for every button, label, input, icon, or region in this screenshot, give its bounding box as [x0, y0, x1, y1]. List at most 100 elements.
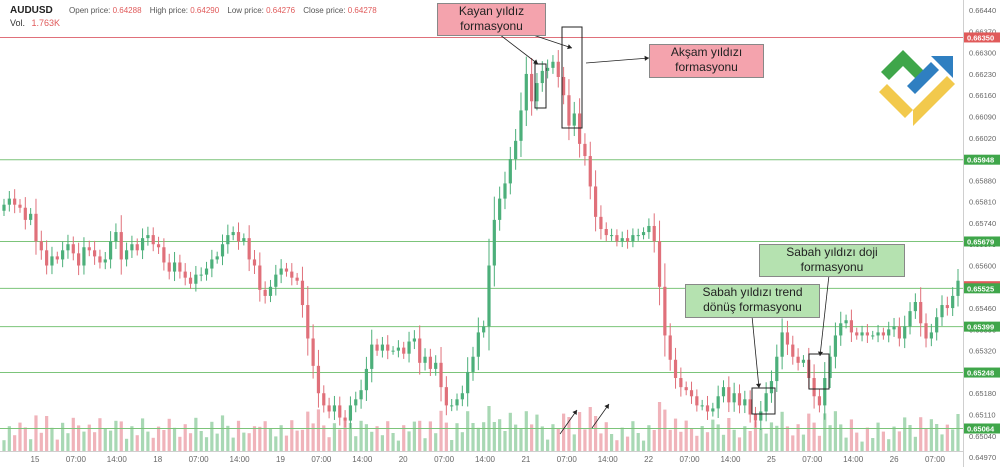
- candle-body: [13, 198, 17, 205]
- callout-line: dönüş formasyonu: [703, 300, 802, 314]
- candle-body: [364, 368, 369, 391]
- time-tick-label: 18: [153, 455, 162, 464]
- volume-bar: [668, 429, 672, 451]
- candle-body: [583, 143, 587, 157]
- callout-sabah-yildizi-doji: Sabah yıldızı doji formasyonu: [759, 244, 905, 277]
- volume-bar: [929, 419, 933, 451]
- candle-body: [140, 238, 145, 251]
- candle-body: [247, 238, 251, 260]
- candle-body: [593, 186, 598, 217]
- candle-body: [300, 280, 305, 306]
- volume-bar: [18, 422, 22, 451]
- volume-bar: [428, 421, 432, 451]
- candle-body: [348, 405, 353, 421]
- volume-bar: [39, 432, 43, 451]
- pattern-box: [808, 353, 830, 390]
- time-tick-label: 07:00: [680, 455, 701, 464]
- volume-bar: [743, 426, 747, 451]
- price-header: AUDUSD Open price: 0.64288 High price: 0…: [10, 5, 377, 16]
- volume-bar: [444, 422, 448, 451]
- price-tick-label: 0.66440: [969, 6, 996, 15]
- candle-body: [98, 256, 102, 263]
- candle-body: [50, 256, 54, 266]
- volume-bar: [455, 423, 459, 451]
- volume-bar: [636, 433, 640, 451]
- volume-bar: [124, 438, 129, 451]
- volume-bar: [194, 417, 198, 451]
- time-tick-label: 20: [399, 455, 408, 464]
- volume-bar: [103, 428, 107, 451]
- candle-body: [199, 274, 203, 276]
- candle-body: [93, 250, 97, 257]
- volume-bar: [535, 414, 539, 451]
- volume-bar: [311, 423, 315, 451]
- candle-body: [492, 219, 496, 266]
- price-tick-label: 0.64970: [969, 453, 996, 462]
- volume-bar: [588, 407, 592, 451]
- arrow-head: [604, 404, 609, 409]
- volume-bar: [460, 432, 464, 451]
- candle-body: [455, 399, 459, 406]
- callout-line: Kayan yıldız: [458, 4, 525, 18]
- volume-bar: [130, 426, 134, 451]
- candle-body: [705, 405, 710, 412]
- high-value: 0.64290: [190, 6, 220, 15]
- candle-body: [519, 110, 523, 141]
- high-label: High price:: [149, 6, 189, 15]
- callout-line: formasyonu: [800, 260, 864, 274]
- price-badge-label: 0.65399: [967, 323, 994, 332]
- volume-bar: [764, 433, 768, 451]
- volume-bar: [338, 429, 342, 451]
- time-tick-label: 14:00: [230, 455, 251, 464]
- volume-bar: [823, 413, 827, 451]
- volume-bar: [34, 415, 38, 451]
- volume-bar: [343, 419, 347, 451]
- symbol-label[interactable]: AUDUSD: [10, 5, 53, 16]
- volume-bar: [471, 423, 475, 451]
- candle-body: [204, 268, 209, 275]
- time-tick-label: 15: [31, 455, 40, 464]
- candle-body: [732, 393, 736, 403]
- volume-bar: [279, 425, 283, 451]
- time-tick-label: 25: [767, 455, 776, 464]
- volume-bar: [641, 440, 646, 451]
- candle-body: [231, 232, 235, 236]
- candle-body: [625, 238, 630, 242]
- candle-body: [466, 371, 470, 394]
- candle-body: [695, 396, 699, 406]
- volume-bar: [263, 421, 267, 451]
- volume-bar: [940, 434, 944, 451]
- candle-body: [668, 335, 672, 360]
- candle-body: [87, 247, 91, 251]
- volume-bar: [785, 426, 790, 451]
- price-tick-label: 0.65740: [969, 219, 996, 228]
- candle-body: [444, 387, 448, 406]
- volume-bar: [354, 436, 358, 451]
- volume-bar: [135, 435, 139, 451]
- price-badge-label: 0.65679: [967, 237, 994, 246]
- volume-bar: [919, 417, 923, 451]
- callout-line: Sabah yıldızı doji: [786, 245, 878, 259]
- volume-bar: [82, 431, 86, 451]
- candle-body: [380, 344, 385, 351]
- candle-body: [700, 405, 704, 407]
- volume-bar: [705, 432, 710, 451]
- candle-body: [604, 229, 608, 236]
- candle-body: [55, 256, 59, 260]
- candle-body: [450, 405, 454, 407]
- volume-bar: [546, 439, 550, 451]
- volume-bar: [295, 430, 299, 451]
- volume-bar: [609, 434, 614, 451]
- volume-bar: [780, 411, 784, 451]
- candle-body: [263, 289, 267, 296]
- candle-body: [540, 70, 544, 84]
- candle-body: [913, 302, 917, 312]
- volume-bar: [375, 426, 379, 451]
- volume-bar: [887, 439, 891, 451]
- volume-bar: [114, 420, 118, 451]
- price-badge-label: 0.65248: [967, 369, 994, 378]
- time-tick-label: 22: [644, 455, 653, 464]
- candle-body: [897, 326, 901, 339]
- volume-bar: [220, 415, 225, 451]
